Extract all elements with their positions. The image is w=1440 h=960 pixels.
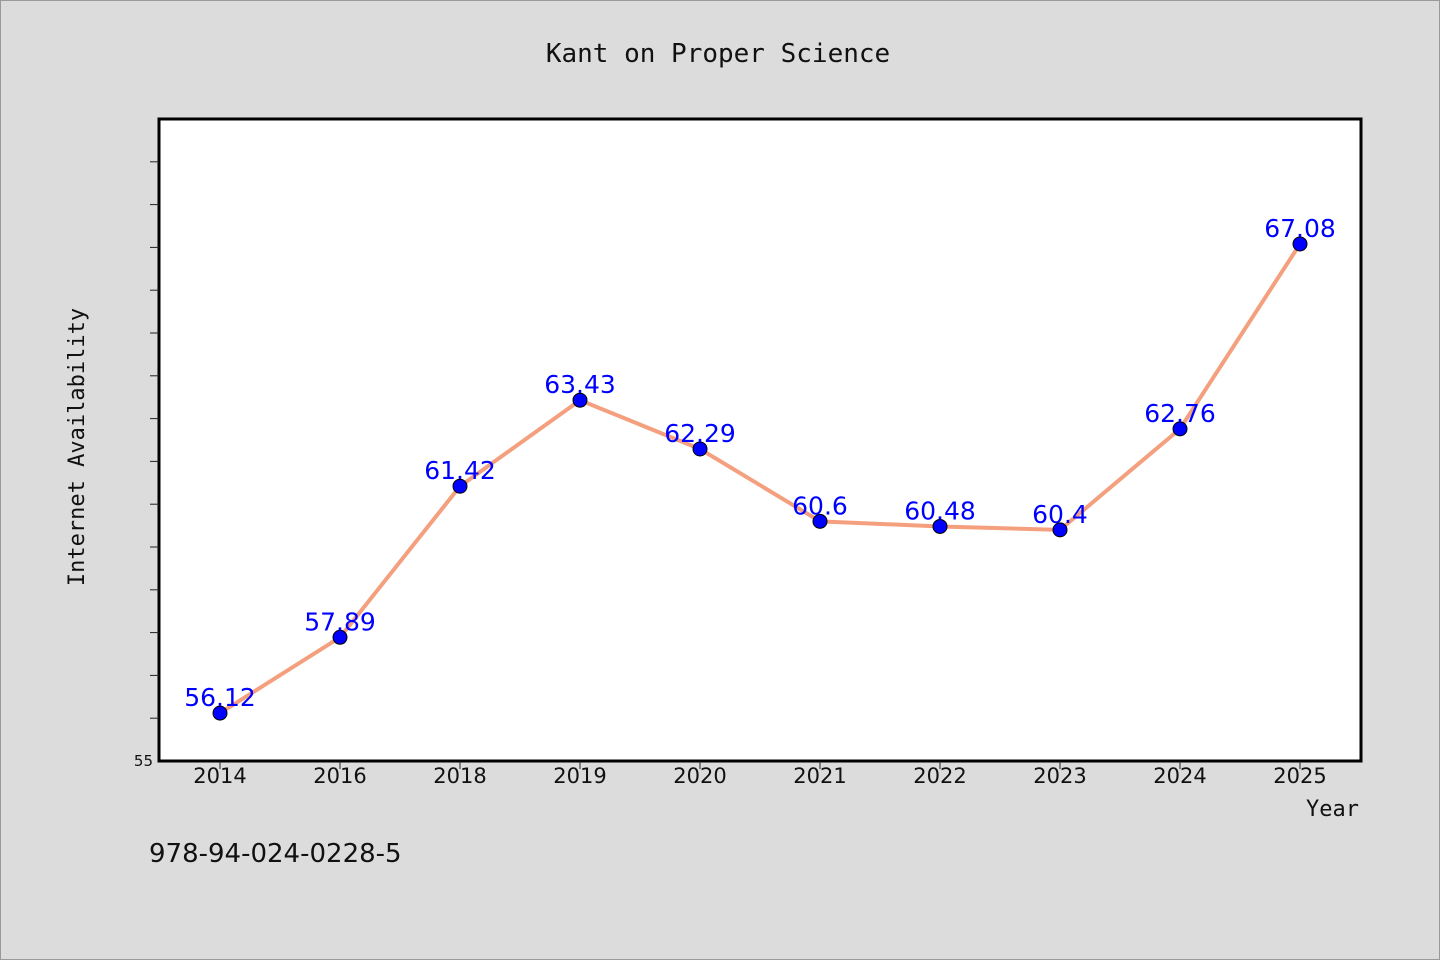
data-label: 62.29 xyxy=(664,419,736,448)
x-axis-ticks: 2014 2016 2018 2019 2020 2021 2022 2023 2024 2025 xyxy=(193,761,1327,788)
x-tick-label: 2014 xyxy=(193,764,246,788)
data-label: 60.6 xyxy=(792,491,848,520)
plot-area xyxy=(157,117,1363,763)
x-tick-label: 2016 xyxy=(313,764,366,788)
x-axis-label: Year xyxy=(1306,797,1359,822)
y-axis-label: Internet Availability xyxy=(65,308,90,586)
data-point xyxy=(452,478,468,494)
data-point xyxy=(692,441,708,457)
data-point xyxy=(332,629,348,645)
x-tick-label: 2020 xyxy=(673,764,726,788)
x-tick-label: 2018 xyxy=(433,764,486,788)
x-tick-label: 2021 xyxy=(793,764,846,788)
x-tick-label: 2022 xyxy=(913,764,966,788)
data-label: 57.89 xyxy=(304,607,376,636)
data-label: 60.48 xyxy=(904,496,976,525)
series-line xyxy=(218,242,1302,715)
data-point xyxy=(212,705,228,721)
data-point xyxy=(1292,236,1308,252)
x-tick-label: 2023 xyxy=(1033,764,1086,788)
data-point xyxy=(1052,522,1068,538)
x-tick-label: 2019 xyxy=(553,764,606,788)
x-tick-label: 2025 xyxy=(1273,764,1326,788)
y-axis-ticks xyxy=(150,161,159,719)
data-point xyxy=(932,518,948,534)
x-tick-label: 2024 xyxy=(1153,764,1206,788)
data-label: 61.42 xyxy=(424,456,496,485)
data-label: 62.76 xyxy=(1144,399,1216,428)
series-layer: 56.12 57.89 61.42 63.43 62.29 60.6 60.48 60.4 62… xyxy=(184,214,1336,721)
data-label: 63.43 xyxy=(544,370,616,399)
isbn-text: 978-94-024-0228-5 xyxy=(149,839,402,869)
y-tick-label: 55 xyxy=(134,752,153,770)
chart-title: Kant on Proper Science xyxy=(546,39,890,69)
data-point xyxy=(572,392,588,408)
data-label: 60.4 xyxy=(1032,500,1088,529)
data-label: 56.12 xyxy=(184,683,256,712)
data-point xyxy=(1172,421,1188,437)
data-label: 67.08 xyxy=(1264,214,1336,243)
data-point xyxy=(812,513,828,529)
